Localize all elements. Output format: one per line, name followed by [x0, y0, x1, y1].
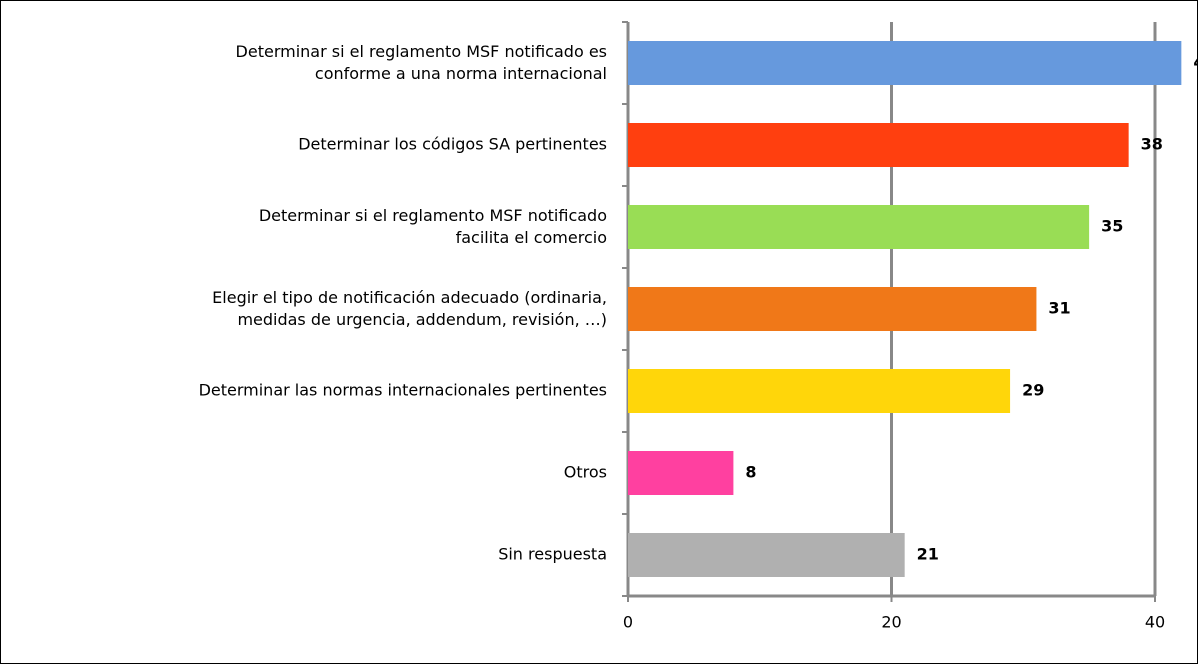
y-tick-label: Sin respuesta [498, 545, 607, 564]
value-label: 8 [745, 463, 756, 482]
x-tick-label: 20 [881, 613, 901, 632]
bar [628, 123, 1129, 167]
y-tick-label: Determinar los códigos SA pertinentes [298, 135, 607, 154]
value-label: 42 [1193, 53, 1198, 72]
y-tick-label: Determinar las normas internacionales pe… [199, 381, 607, 400]
bar [628, 205, 1090, 249]
y-tick-label: Determinar si el reglamento MSF notifica… [236, 42, 607, 83]
y-tick-label: Determinar si el reglamento MSF notifica… [259, 206, 607, 247]
value-label: 29 [1022, 381, 1044, 400]
bar [628, 41, 1182, 85]
bar [628, 533, 905, 577]
bar [628, 369, 1011, 413]
value-label: 21 [917, 545, 939, 564]
value-label: 31 [1048, 299, 1070, 318]
y-tick-label: Otros [564, 463, 607, 482]
value-label: 38 [1141, 135, 1163, 154]
y-tick-label: Elegir el tipo de notificación adecuado … [212, 288, 607, 329]
x-tick-label: 40 [1145, 613, 1165, 632]
x-tick-label: 0 [623, 613, 633, 632]
bar [628, 287, 1037, 331]
value-label: 35 [1101, 217, 1123, 236]
bar [628, 451, 734, 495]
